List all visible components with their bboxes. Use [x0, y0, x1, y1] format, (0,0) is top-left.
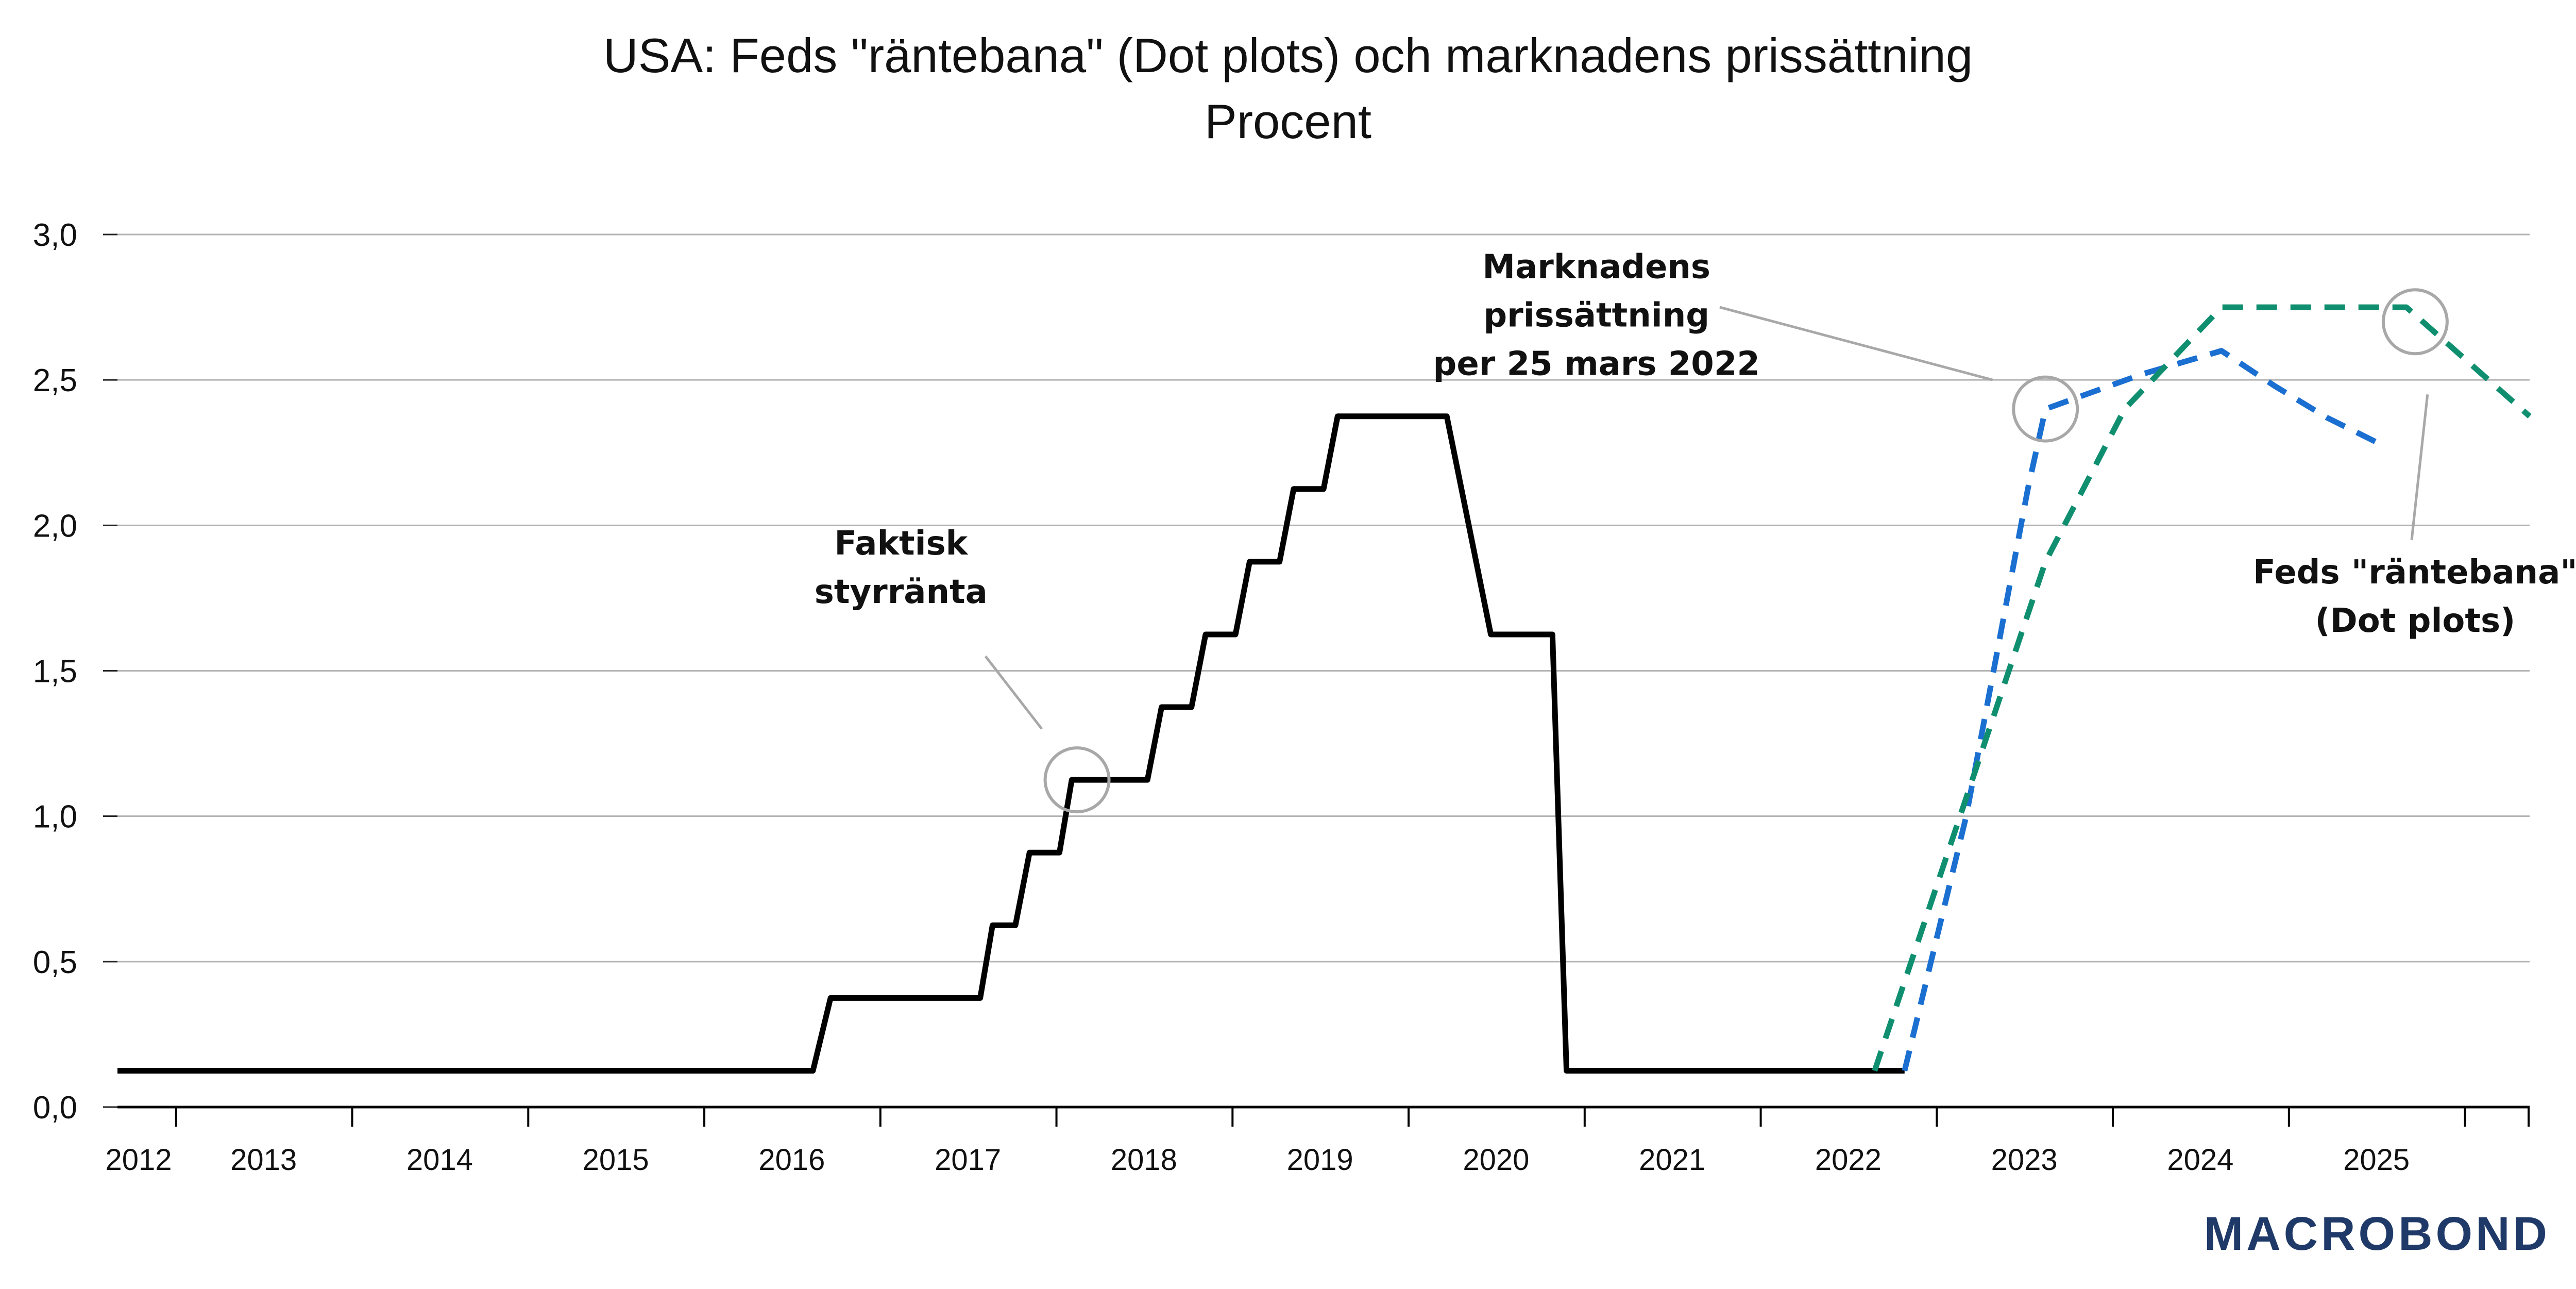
x-tick-label: 2020 — [1463, 1143, 1529, 1177]
x-tick-label: 2021 — [1639, 1143, 1705, 1177]
x-tick-label: 2023 — [1991, 1143, 2058, 1177]
x-tick-label: 2013 — [230, 1143, 297, 1177]
annotations: Faktisk styrränta Marknadens prissättning pe… — [815, 248, 2576, 814]
x-tick-label: 2015 — [583, 1143, 649, 1177]
annotation-label: Feds "räntebana" (Dot plots) — [2253, 554, 2576, 640]
logo-text: MACROBOND — [2204, 1208, 2550, 1260]
annotation-label: Faktisk styrränta — [815, 525, 988, 611]
x-tick-label: 2016 — [758, 1143, 825, 1177]
chart-subtitle: Procent — [1205, 94, 1371, 148]
annotation-leader — [2410, 394, 2429, 540]
y-tick-label: 0,5 — [33, 945, 77, 980]
annotation-leader — [984, 655, 1043, 730]
gridlines — [117, 233, 2530, 1108]
series-line-1 — [117, 413, 1905, 1074]
x-tick-label: 2019 — [1287, 1143, 1353, 1177]
series-group — [117, 304, 2532, 1074]
x-tick-label: 2018 — [1111, 1143, 1177, 1177]
x-tick-label: 2024 — [2167, 1143, 2233, 1177]
x-axis: 2012 2013 2014 2015 2016 2017 2018 2019 2020 2021… — [105, 1106, 2530, 1177]
y-tick-label: 2,5 — [33, 363, 77, 398]
x-tick-label: 2012 — [105, 1143, 172, 1177]
x-tick-label: 2022 — [1815, 1143, 1882, 1177]
x-tick-label: 2017 — [935, 1143, 1001, 1177]
y-tick-label: 3,0 — [33, 217, 77, 253]
x-tick-label: 2014 — [406, 1143, 473, 1177]
annotation-circle — [2381, 288, 2449, 356]
series-line-3 — [1872, 304, 2532, 1072]
annotation-circle — [1043, 746, 1111, 814]
y-tick-label: 0,0 — [33, 1090, 77, 1126]
x-tick-label: 2025 — [2343, 1143, 2410, 1177]
annotation-circle — [2012, 375, 2079, 443]
series-line-2 — [1902, 348, 2381, 1072]
annotation-leader — [1719, 306, 1993, 381]
y-tick-label: 1,0 — [33, 799, 77, 835]
annotation-label: Marknadens prissättning per 25 mars 2022 — [1433, 248, 1760, 383]
chart-title: USA: Feds "räntebana" (Dot plots) och ma… — [603, 28, 1973, 82]
macrobond-logo: MACROBOND — [2204, 1208, 2550, 1260]
y-tick-label: 2,0 — [33, 508, 77, 544]
y-tick-label: 1,5 — [33, 654, 77, 690]
y-axis: 0,0 0,5 1,0 1,5 2,0 2,5 3,0 — [33, 217, 117, 1126]
